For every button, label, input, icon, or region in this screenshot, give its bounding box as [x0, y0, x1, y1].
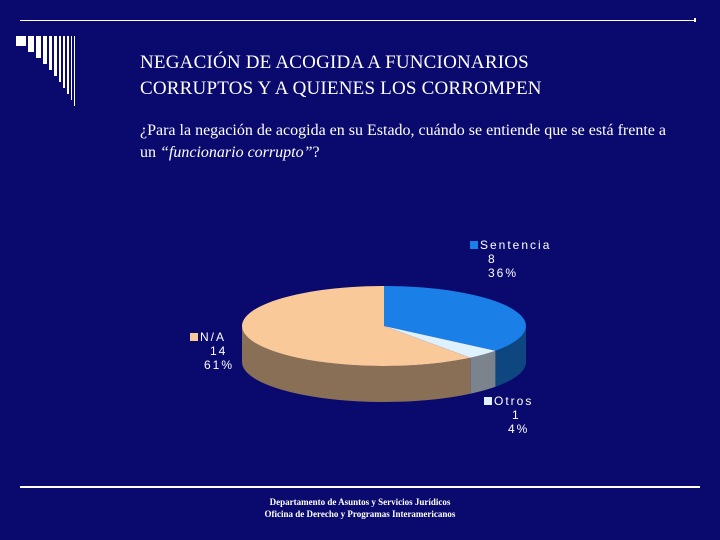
title-line-1: NEGACIÓN DE ACOGIDA A FUNCIONARIOS: [140, 52, 529, 73]
label-sentencia-percent: 36%: [488, 266, 519, 280]
pie-side-otros: [470, 350, 496, 394]
label-otros-name: Otros: [494, 394, 534, 408]
label-sentencia-name: Sentencia: [480, 238, 552, 252]
label-na-percent: 61%: [204, 358, 235, 372]
label-na-count: 14: [210, 344, 228, 358]
label-na: N/A 14 61%: [190, 330, 234, 372]
slide-title: NEGACIÓN DE ACOGIDA A FUNCIONARIOS CORRU…: [140, 50, 680, 102]
label-otros-percent: 4%: [508, 422, 530, 436]
footer: Departamento de Asuntos y Servicios Jurí…: [200, 496, 520, 520]
footer-line-2: Oficina de Derecho y Programas Interamer…: [264, 509, 456, 519]
title-line-2: CORRUPTOS Y A QUIENES LOS CORROMPEN: [140, 78, 542, 99]
pie-slice-sentencia: [384, 286, 526, 351]
pie-side-na: [242, 326, 471, 403]
slide-question: ¿Para la negación de acogida en su Estad…: [140, 120, 680, 164]
label-sentencia-count: 8: [488, 252, 497, 266]
pie-slice-na: [241, 286, 471, 366]
question-italic: “funcionario corrupto”: [160, 144, 313, 161]
top-rule: [20, 20, 696, 21]
swatch-na: [190, 333, 198, 341]
label-otros: Otros 1 4%: [484, 394, 533, 436]
pie-slice-otros: [384, 326, 496, 358]
footer-line-1: Departamento de Asuntos y Servicios Jurí…: [269, 497, 451, 507]
question-text: ¿Para la negación de acogida en su Estad…: [140, 122, 666, 161]
label-otros-count: 1: [512, 408, 521, 422]
top-rule-end: [694, 18, 696, 22]
pie-side-sentencia: [495, 326, 526, 387]
label-na-name: N/A: [200, 330, 227, 344]
label-sentencia: Sentencia 8 36%: [470, 238, 551, 280]
footer-rule: [20, 486, 700, 488]
swatch-otros: [484, 397, 492, 405]
swatch-sentencia: [470, 241, 478, 249]
question-end: ?: [312, 144, 320, 161]
